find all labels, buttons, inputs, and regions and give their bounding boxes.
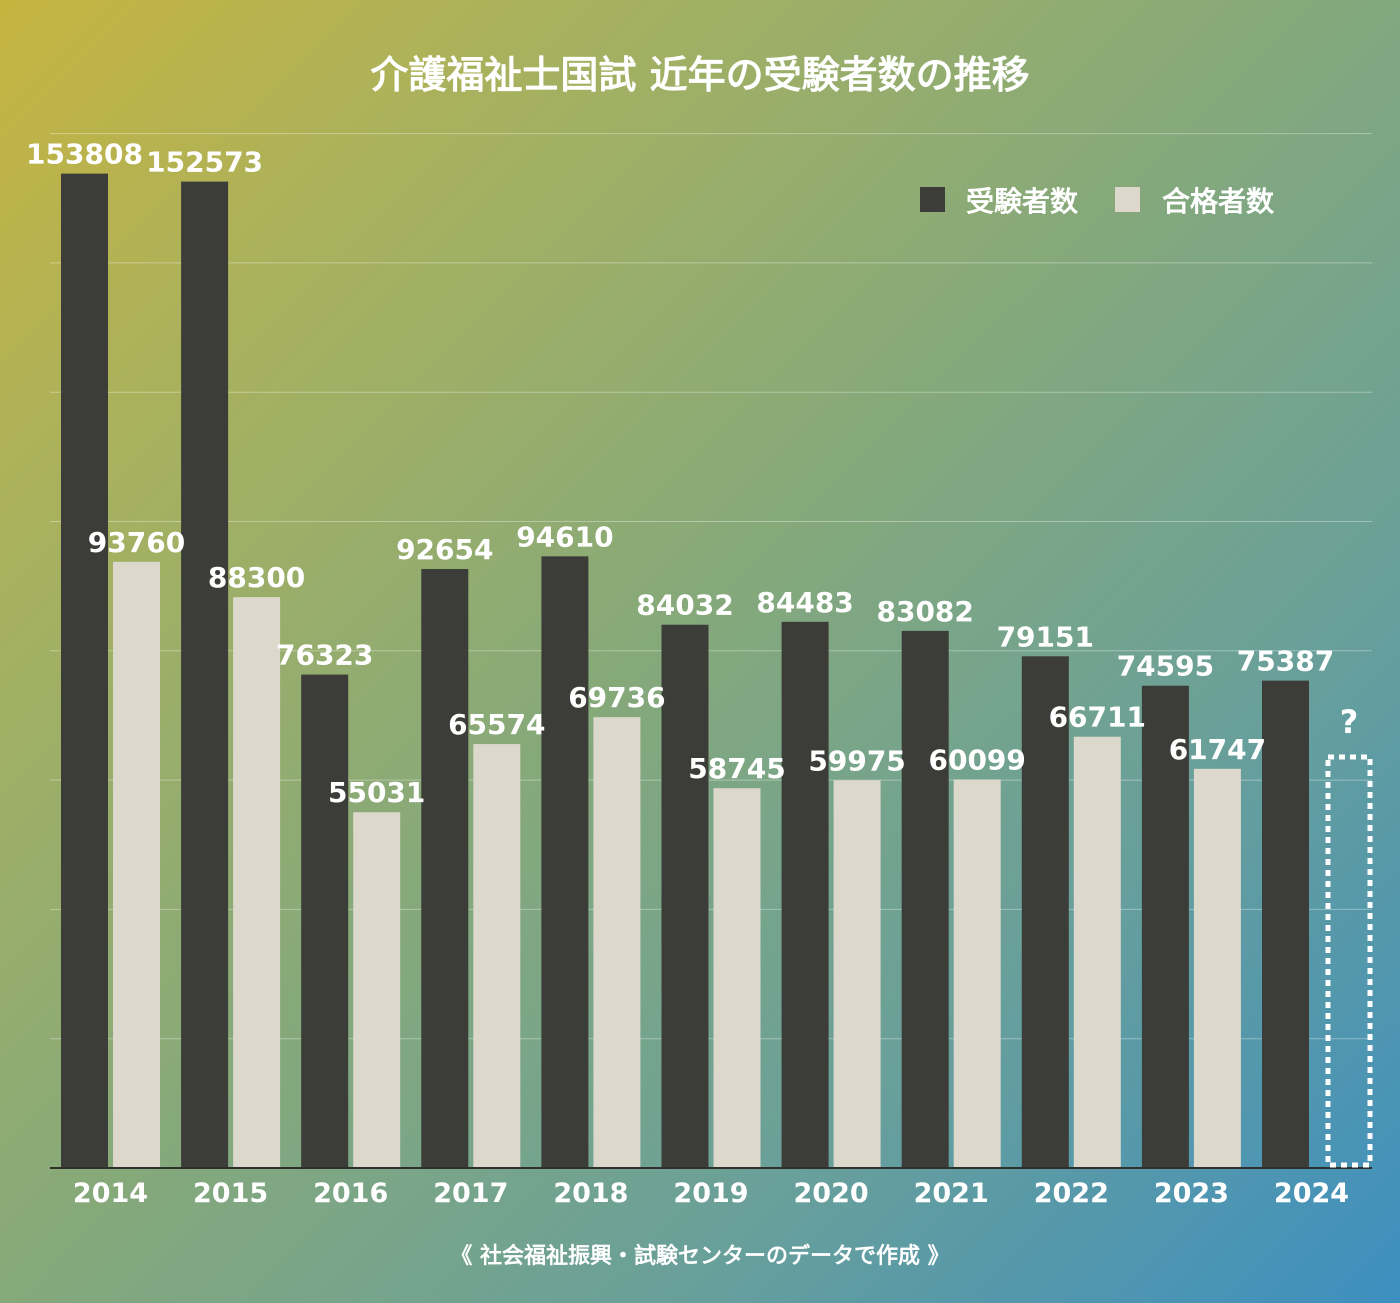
bar-applicants-2024 (1262, 680, 1309, 1168)
data-label-applicants-2022: 79151 (997, 620, 1094, 653)
legend-label-applicants: 受験者数 (966, 185, 1079, 218)
bar-passers-2016 (353, 812, 401, 1168)
data-label-applicants-2016: 76323 (276, 639, 373, 672)
bar-applicants-2019 (661, 624, 709, 1168)
x-axis-ticks: 2014 2015 2016 2017 2018 2019 2020 2021 2022 2023… (73, 1178, 1349, 1209)
x-tick-2023: 2023 (1154, 1178, 1229, 1209)
x-tick-2015: 2015 (193, 1178, 268, 1209)
legend: 受験者数 合格者数 (920, 185, 1275, 218)
unknown-marker: ? (1325, 703, 1373, 1168)
x-tick-2018: 2018 (553, 1178, 628, 1209)
data-label-applicants-2023: 74595 (1117, 650, 1214, 683)
x-tick-2024: 2024 (1274, 1178, 1349, 1209)
data-label-passers-2018: 69736 (568, 681, 665, 714)
chart-title: 介護福祉士国試 近年の受験者数の推移 (370, 53, 1029, 97)
bar-passers-2014 (113, 561, 160, 1168)
x-tick-2019: 2019 (673, 1178, 748, 1209)
bar-applicants-2017 (421, 568, 469, 1168)
x-tick-2022: 2022 (1034, 1178, 1109, 1209)
data-label-passers-2023: 61747 (1169, 733, 1266, 766)
x-tick-2020: 2020 (794, 1178, 869, 1209)
data-labels: 153808 93760 152573 88300 76323 55031 92654 655… (26, 138, 1334, 810)
data-label-passers-2022: 66711 (1049, 701, 1146, 734)
data-label-passers-2020: 59975 (808, 744, 905, 777)
data-label-applicants-2015: 152573 (146, 146, 263, 179)
bar-applicants-2015 (181, 181, 229, 1169)
data-label-applicants-2014: 153808 (26, 138, 143, 171)
data-label-applicants-2018: 94610 (516, 520, 613, 553)
data-label-passers-2016: 55031 (328, 776, 425, 809)
bar-passers-2020 (833, 780, 881, 1168)
data-label-applicants-2017: 92654 (396, 533, 493, 566)
bar-applicants-2023 (1141, 685, 1189, 1168)
bar-passers-2017 (473, 744, 521, 1168)
source-note: 《 社会福祉振興・試験センターのデータで作成 》 (450, 1243, 949, 1269)
unknown-bar-outline (1325, 754, 1373, 1168)
legend-swatch-applicants (920, 187, 945, 212)
bar-passers-2023 (1193, 768, 1241, 1168)
x-tick-2016: 2016 (313, 1178, 388, 1209)
data-label-applicants-2019: 84032 (636, 589, 733, 622)
unknown-value-label: ? (1340, 703, 1359, 741)
legend-swatch-passers (1115, 187, 1140, 212)
x-tick-2021: 2021 (914, 1178, 989, 1209)
data-label-applicants-2024: 75387 (1237, 645, 1334, 678)
data-label-applicants-2021: 83082 (876, 595, 973, 628)
bar-applicants-2020 (781, 621, 829, 1168)
bar-applicants-2021 (901, 630, 949, 1168)
bar-passers-2021 (953, 779, 1001, 1168)
data-label-passers-2019: 58745 (688, 752, 785, 785)
data-label-passers-2021: 60099 (928, 743, 1025, 776)
bar-applicants-2016 (301, 674, 349, 1168)
bar-passers-2022 (1073, 736, 1121, 1168)
bar-applicants-2014 (61, 173, 108, 1168)
bar-applicants-2022 (1021, 656, 1069, 1168)
data-label-applicants-2020: 84483 (756, 586, 853, 619)
x-tick-2014: 2014 (73, 1178, 148, 1209)
data-label-passers-2015: 88300 (208, 561, 305, 594)
bar-passers-2018 (593, 717, 641, 1168)
bar-applicants-2018 (541, 556, 589, 1168)
bars (61, 173, 1309, 1169)
bar-passers-2019 (713, 788, 761, 1168)
legend-label-passers: 合格者数 (1162, 185, 1275, 218)
data-label-passers-2014: 93760 (88, 526, 185, 559)
x-tick-2017: 2017 (433, 1178, 508, 1209)
bar-passers-2015 (233, 597, 281, 1168)
data-label-passers-2017: 65574 (448, 708, 545, 741)
